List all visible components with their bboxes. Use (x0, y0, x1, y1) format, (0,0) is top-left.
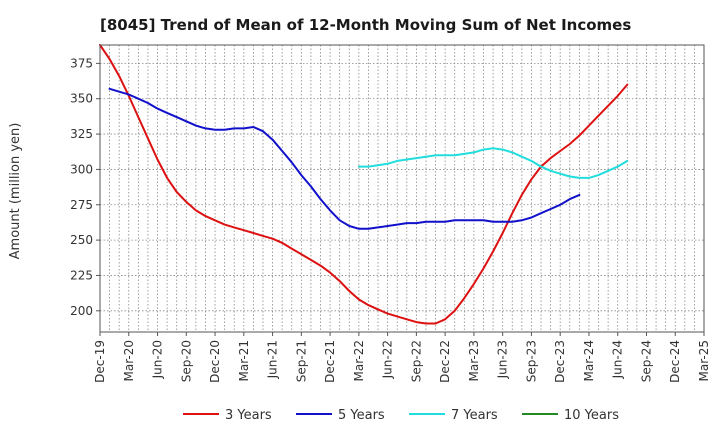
y-tick-label: 350 (70, 92, 93, 106)
series-line-3-years (99, 44, 629, 325)
x-tick-label: Mar-21 (237, 340, 251, 381)
legend: 3 Years 5 Years 7 Years 10 Years (183, 408, 619, 423)
x-tick-label: Mar-20 (122, 340, 136, 381)
x-tick-label: Jun-22 (381, 340, 395, 379)
gridlines (99, 45, 705, 332)
y-tick-label: 250 (70, 233, 93, 247)
x-tick-label: Sep-22 (409, 340, 423, 382)
x-tick-label: Mar-24 (582, 340, 596, 381)
x-tick-label: Jun-24 (611, 340, 625, 379)
y-tick-label: 225 (70, 268, 93, 282)
y-tick-label: 325 (70, 127, 93, 141)
x-tick-label: Jun-21 (266, 340, 280, 379)
x-tick-label: Dec-19 (93, 340, 107, 383)
series-line-5-years (108, 87, 581, 230)
x-tick-label: Sep-23 (524, 340, 538, 382)
x-tick-label: Dec-21 (323, 340, 337, 383)
x-tick-label: Sep-21 (294, 340, 308, 382)
x-tick-label: Sep-20 (179, 340, 193, 382)
x-tick-label: Dec-22 (438, 340, 452, 383)
x-tick-label: Dec-24 (668, 340, 682, 383)
y-tick-label: 200 (70, 304, 93, 318)
x-tick-label: Dec-20 (208, 340, 222, 383)
plot-area-border (99, 44, 705, 333)
x-tick-label: Dec-23 (553, 340, 567, 383)
legend-label: 7 Years (451, 408, 498, 423)
chart-title: [8045] Trend of Mean of 12-Month Moving … (100, 16, 631, 34)
x-tick-label: Jun-23 (496, 340, 510, 379)
y-axis-label: Amount (million yen) (8, 123, 23, 260)
x-tick-label: Mar-23 (467, 340, 481, 381)
x-tick-label: Mar-25 (697, 340, 711, 381)
y-tick-label: 300 (70, 162, 93, 176)
y-axis-ticks: 200 225 250 275 300 325 350 375 (70, 56, 100, 318)
series-line-7-years (357, 147, 629, 179)
legend-label: 5 Years (338, 408, 385, 423)
legend-label: 10 Years (564, 408, 619, 423)
y-tick-label: 275 (70, 198, 93, 212)
x-tick-label: Jun-20 (151, 340, 165, 379)
series-lines (99, 44, 629, 325)
y-tick-label: 375 (70, 56, 93, 70)
legend-label: 3 Years (225, 408, 272, 423)
x-tick-label: Sep-24 (639, 340, 653, 382)
x-tick-label: Mar-22 (352, 340, 366, 381)
x-axis-ticks: Dec-19 Mar-20 Jun-20 Sep-20 Dec-20 Mar-21 Jun-… (93, 332, 711, 383)
